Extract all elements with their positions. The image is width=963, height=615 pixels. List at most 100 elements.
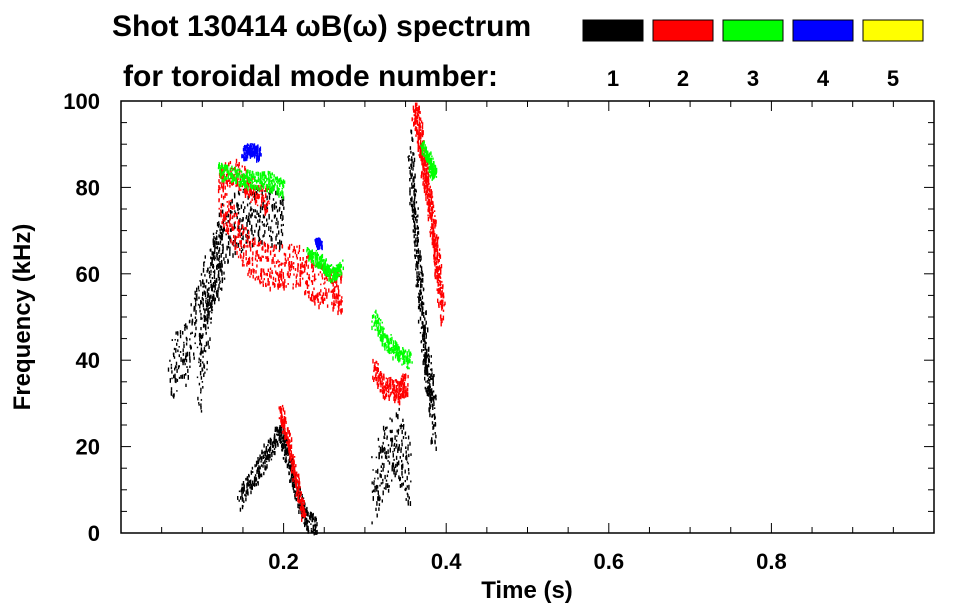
spectrum-mark bbox=[202, 333, 204, 337]
spectrum-mark bbox=[435, 262, 437, 265]
spectrum-mark bbox=[409, 187, 411, 192]
spectrum-mark bbox=[213, 290, 215, 293]
spectrum-mark bbox=[434, 174, 437, 176]
spectrum-mark bbox=[437, 273, 440, 278]
spectrum-mark bbox=[256, 460, 259, 463]
spectrum-mark bbox=[305, 517, 308, 523]
spectrum-mark bbox=[250, 479, 252, 485]
spectrum-mark bbox=[259, 210, 262, 213]
spectrum-mark bbox=[235, 184, 237, 188]
spectrum-mark bbox=[299, 257, 301, 261]
spectrum-mark bbox=[387, 338, 390, 344]
spectrum-mark bbox=[252, 471, 254, 473]
spectrum-mark bbox=[324, 287, 326, 289]
spectrum-mark bbox=[263, 271, 265, 276]
spectrum-mark bbox=[245, 477, 247, 481]
spectrum-mark bbox=[256, 154, 259, 158]
spectrum-mark bbox=[409, 170, 411, 175]
spectrum-mark bbox=[383, 463, 385, 468]
spectrum-mark bbox=[397, 414, 399, 420]
spectrum-mark bbox=[258, 212, 260, 218]
spectrum-mark bbox=[426, 190, 428, 194]
spectrum-mark bbox=[408, 349, 410, 353]
spectrum-mark bbox=[419, 253, 421, 258]
spectrum-mark bbox=[245, 257, 247, 261]
spectrum-mark bbox=[398, 444, 400, 447]
spectrum-mark bbox=[205, 299, 207, 304]
spectrum-mark bbox=[262, 202, 264, 206]
spectrum-mark bbox=[301, 504, 303, 507]
spectrum-mark bbox=[182, 331, 184, 335]
spectrum-mark bbox=[249, 145, 251, 148]
spectrum-mark bbox=[167, 367, 170, 372]
spectrum-mark bbox=[332, 266, 334, 269]
spectrum-mark bbox=[427, 214, 429, 217]
spectrum-mark bbox=[417, 275, 420, 278]
spectrum-mark bbox=[265, 209, 267, 214]
spectrum-mark bbox=[196, 298, 198, 301]
spectrum-mark bbox=[333, 288, 336, 291]
spectrum-mark bbox=[216, 242, 218, 246]
spectrum-mark bbox=[226, 193, 228, 196]
spectrum-mark bbox=[260, 473, 263, 478]
spectrum-mark bbox=[304, 291, 306, 296]
spectrum-mark bbox=[229, 251, 231, 256]
spectrum-mark bbox=[290, 453, 293, 456]
spectrum-mark bbox=[397, 428, 400, 432]
spectrum-mark bbox=[290, 439, 293, 443]
spectrum-mark bbox=[404, 389, 406, 394]
spectrum-mark bbox=[257, 180, 259, 183]
spectrum-mark bbox=[178, 376, 181, 379]
spectrum-mark bbox=[375, 317, 377, 320]
spectrum-mark bbox=[323, 282, 325, 285]
spectrum-mark bbox=[237, 242, 240, 248]
spectrum-mark bbox=[394, 379, 397, 382]
spectrum-mark bbox=[269, 178, 271, 182]
spectrum-mark bbox=[390, 351, 392, 354]
spectrum-mark bbox=[264, 452, 266, 456]
spectrum-mark bbox=[325, 271, 328, 276]
spectrum-mark bbox=[329, 270, 331, 276]
spectrum-mark bbox=[438, 283, 440, 286]
spectrum-mark bbox=[278, 261, 281, 263]
spectrum-mark bbox=[175, 348, 177, 353]
spectrum-mark bbox=[411, 214, 413, 217]
spectrum-mark bbox=[230, 176, 232, 180]
spectrum-mark bbox=[248, 269, 250, 274]
spectrum-mark bbox=[232, 240, 234, 246]
spectrum-mark bbox=[376, 319, 379, 325]
spectrum-mark bbox=[230, 238, 232, 244]
spectrum-mark bbox=[273, 180, 275, 183]
spectrum-mark bbox=[275, 438, 277, 441]
spectrum-mark bbox=[223, 226, 225, 232]
spectrum-mark bbox=[429, 202, 432, 205]
spectrum-mark bbox=[263, 471, 265, 476]
spectrum-mark bbox=[252, 480, 254, 485]
spectrum-mark bbox=[380, 319, 382, 322]
spectrum-mark bbox=[420, 174, 422, 179]
spectrum-mark bbox=[204, 345, 206, 347]
spectrum-mark bbox=[245, 190, 247, 194]
spectrum-mark bbox=[249, 147, 251, 150]
spectrum-mark bbox=[234, 240, 236, 245]
spectrum-mark bbox=[296, 479, 298, 481]
spectrum-mark bbox=[243, 173, 246, 176]
spectrum-mark bbox=[416, 130, 419, 136]
spectrum-mark bbox=[236, 212, 238, 216]
spectrum-mark bbox=[244, 188, 246, 192]
spectrum-mark bbox=[252, 483, 255, 487]
spectrum-mark bbox=[179, 351, 182, 353]
spectrum-mark bbox=[336, 283, 338, 287]
spectrum-mark bbox=[428, 159, 431, 162]
spectrum-mark bbox=[298, 244, 301, 250]
spectrum-mark bbox=[284, 264, 286, 266]
spectrum-mark bbox=[386, 426, 388, 429]
spectrum-mark bbox=[394, 435, 396, 440]
mode-4-feature-1 bbox=[241, 143, 262, 163]
spectrum-mark bbox=[226, 211, 229, 214]
spectrum-mark bbox=[405, 437, 407, 439]
spectrum-mark bbox=[334, 272, 336, 276]
mode-1-feature-5 bbox=[407, 129, 437, 451]
spectrum-mark bbox=[257, 154, 259, 156]
spectrum-mark bbox=[254, 277, 257, 281]
